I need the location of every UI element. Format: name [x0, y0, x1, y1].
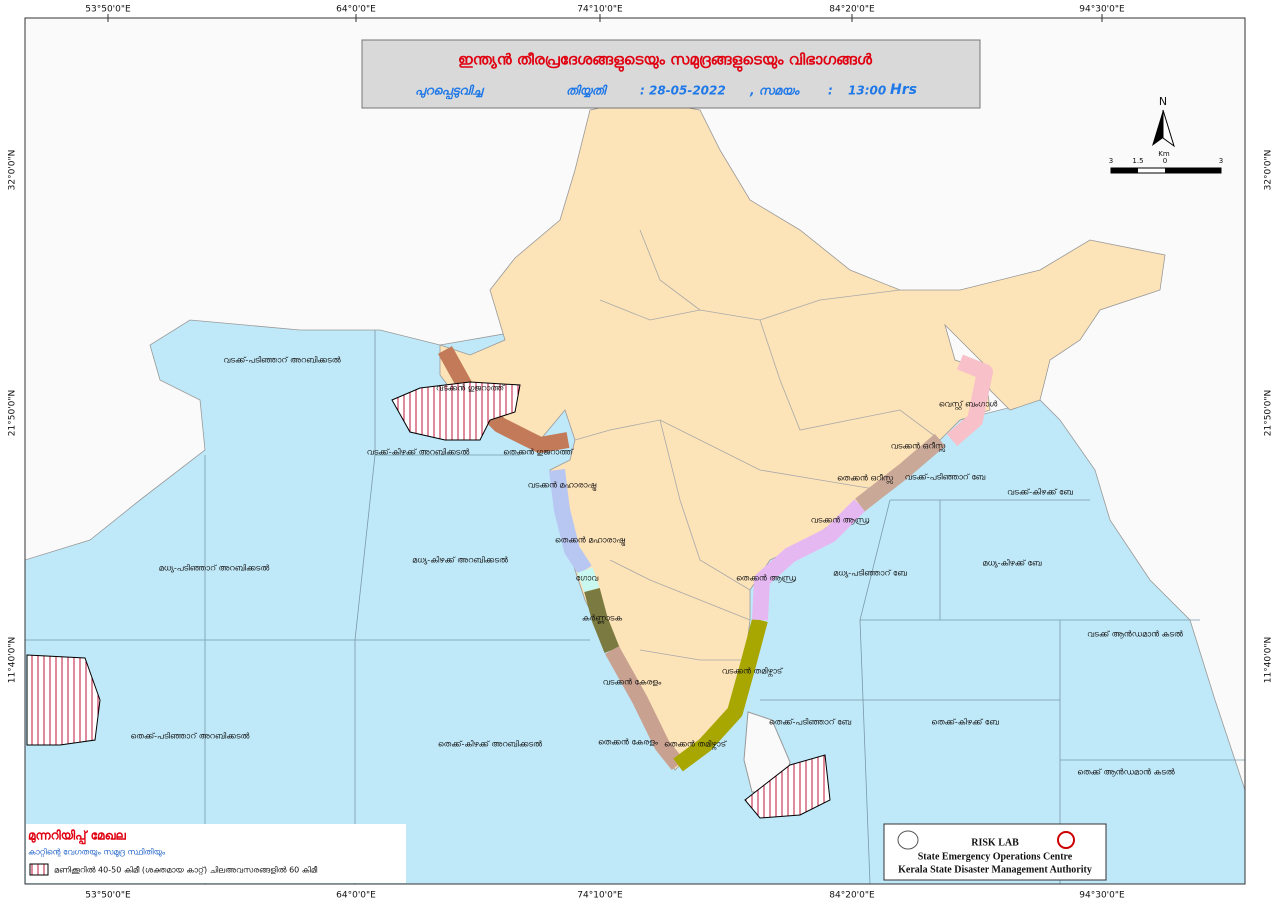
date-label: തിയ്യതി — [566, 84, 608, 98]
legend-item: മണിക്കൂറിൽ 40-50 കിമീ (ശക്തമായ കാറ്റ്) ച… — [54, 866, 318, 876]
state-borders — [574, 229, 941, 661]
credits-line2: Kerala State Disaster Management Authori… — [898, 864, 1092, 875]
time-label: , സമയം — [749, 84, 800, 98]
coastal-zone-label: വടക്കൻ കേരളം — [603, 678, 662, 687]
title: ഇന്ത്യൻ തീരപ്രദേശങ്ങളുടെയും സമുദ്രങ്ങളുട… — [458, 51, 873, 74]
coastal-zone-label: തെക്കൻ ഒറീസ്സ — [837, 474, 894, 484]
sea-zone-label: തെക്ക്-പടിഞ്ഞാറ് ബേ — [769, 718, 852, 727]
latitude-label: 32°0'0"N — [1264, 150, 1274, 191]
map-frame — [24, 17, 1246, 885]
sea-zone-label: മധ്യ-കിഴക്ക് ബേ — [983, 559, 1042, 568]
coastal-zone-label: വെസ്റ്റ് ബംഗാൾ — [939, 400, 999, 411]
latitude-label: 21°50'0"N — [1264, 390, 1274, 436]
coastal-zones — [438, 346, 993, 772]
north-arrow: N Km — [1152, 95, 1175, 158]
time-sep: : — [828, 84, 833, 98]
longitude-label: 53°50'0"E — [85, 891, 131, 901]
credits-box — [883, 823, 1107, 881]
longitude-label: 94°30'0"E — [1079, 891, 1125, 901]
latitude-label: 32°0'0"N — [8, 150, 18, 191]
longitude-label: 53°50'0"E — [85, 5, 131, 15]
latitude-label: 11°40'0"N — [1264, 637, 1274, 683]
longitude-label: 74°10'0"E — [577, 891, 623, 901]
sea-zone-label: വടക്ക് ആൻഡമാൻ കടൽ — [1087, 630, 1183, 639]
credits-line1: State Emergency Operations Centre — [918, 851, 1073, 862]
sea-zone-label: മധ്യ-പടിഞ്ഞാറ് അറബിക്കടൽ — [159, 564, 270, 573]
sea-zone-label: വടക്ക്-പടിഞ്ഞാറ് അറബിക്കടൽ — [223, 356, 340, 365]
sea-zone-label: തെക്ക്-കിഴക്ക് ബേ — [931, 718, 999, 727]
credits: RISK LAB State Emergency Operations Cent… — [883, 823, 1107, 881]
labels: വടക്ക്-പടിഞ്ഞാറ് അറബിക്കടൽ വടക്ക്-കിഴക്ക്… — [131, 356, 1183, 777]
ksdma-logo — [1057, 831, 1075, 849]
longitude-label: 64°0'0"E — [336, 5, 376, 15]
coastal-zone-label: തെക്കൻ കേരളം — [598, 738, 659, 747]
legend-subtitle: കാറ്റിന്റെ വേഗതയും സമുദ്ര സ്ഥിതിയും — [28, 848, 166, 858]
coastal-zone-label: വടക്കൻ ഗുജറാത്ത് — [436, 384, 505, 393]
date: : 28-05-2022 — [640, 84, 726, 98]
coastal-zone-label: കർണ്ണാടക — [582, 614, 623, 624]
longitude-label: 94°30'0"E — [1079, 5, 1125, 15]
legend: മുന്നറിയിപ്പ് മേഖല കാറ്റിന്റെ വേഗതയും സമ… — [26, 824, 406, 883]
sea-zone-label: തെക്ക്-കിഴക്ക് അറബിക്കടൽ — [438, 740, 542, 749]
legend-bg — [26, 824, 406, 883]
scale-bar-seg — [1111, 168, 1138, 173]
warning-area — [391, 381, 521, 441]
coastal-zone-label: ഗോവ — [576, 574, 600, 583]
coastal-zone-label: തെക്കൻ മഹാരാഷ്ട്ര — [555, 536, 625, 546]
map-body: വടക്ക്-പടിഞ്ഞാറ് അറബിക്കടൽ വടക്ക്-കിഴക്ക്… — [25, 18, 1245, 884]
coastal-zone-label: തെക്കൻ ഗുജറാത്ത് — [503, 448, 574, 457]
sea-zone-label: മധ്യ-കിഴക്ക് അറബിക്കടൽ — [412, 556, 508, 565]
longitude-label: 74°10'0"E — [577, 5, 623, 15]
sea-zone-label: വടക്ക്-കിഴക്ക് ബേ — [1007, 488, 1073, 497]
warning-area — [744, 754, 831, 819]
zone-borders — [25, 330, 1245, 884]
sea-zone-label: തെക്ക്-പടിഞ്ഞാറ് അറബിക്കടൽ — [131, 732, 250, 741]
latitude-label: 21°50'0"N — [8, 390, 18, 436]
longitude-label: 84°20'0"E — [829, 5, 875, 15]
scale-unit: Km — [1158, 150, 1170, 158]
sea-zone-label: വടക്ക്-പടിഞ്ഞാറ് ബേ — [905, 473, 986, 482]
sea-zone-label: തെക്ക് ആൻഡമാൻ കടൽ — [1077, 768, 1175, 777]
sea-zone-label: വടക്ക്-കിഴക്ക് അറബിക്കടൽ — [367, 448, 470, 457]
scale-tick: 1.5 — [1132, 157, 1143, 165]
sea-zone-label: മധ്യ-പടിഞ്ഞാറ് ബേ — [833, 569, 907, 578]
warning-area — [26, 654, 101, 746]
legend-title: മുന്നറിയിപ്പ് മേഖല — [28, 829, 127, 845]
longitude-label: 84°20'0"E — [829, 891, 875, 901]
scale-tick: 3 — [1219, 157, 1223, 165]
coastal-zone-label: വടക്കൻ തമിഴ്നാട് — [722, 667, 784, 678]
time-unit: Hrs — [890, 82, 917, 98]
longitude-label: 64°0'0"E — [336, 891, 376, 901]
graticule: 53°50'0"E 53°50'0"E 64°0'0"E 64°0'0"E 74°10'… — [8, 5, 1274, 901]
north-label: N — [1159, 95, 1167, 108]
scale-tick: 0 — [1163, 157, 1167, 165]
scale-bar-seg — [1165, 168, 1221, 173]
time: 13:00 — [848, 84, 886, 98]
coastal-zone-label: തെക്കൻ തമിഴ്നാട് — [664, 740, 727, 751]
emblem — [897, 830, 919, 850]
north-arrow-left — [1152, 110, 1163, 146]
coastal-zone-label: വടക്കൻ മഹാരാഷ്ട്ര — [528, 481, 597, 491]
coastal-zone-label: തെക്കൻ ആന്ധ്ര — [736, 574, 797, 583]
credits-lab: RISK LAB — [971, 837, 1019, 848]
title-box — [361, 39, 981, 109]
coastal-zone-label: വടക്കൻ ഒറീസ്സ — [891, 442, 946, 452]
issue-info: പുറപ്പെടുവിച്ച തിയ്യതി : 28-05-2022 , സമ… — [415, 82, 917, 99]
latitude-label: 11°40'0"N — [8, 637, 18, 683]
issued-label: പുറപ്പെടുവിച്ച — [415, 84, 485, 100]
scale-bar: 3 1.5 0 3 — [1109, 157, 1223, 174]
scale-tick: 3 — [1109, 157, 1113, 165]
legend-swatch — [29, 863, 49, 876]
coastal-zone-label: വടക്കൻ ആന്ധ്ര — [811, 516, 870, 525]
north-arrow-right — [1162, 109, 1175, 148]
